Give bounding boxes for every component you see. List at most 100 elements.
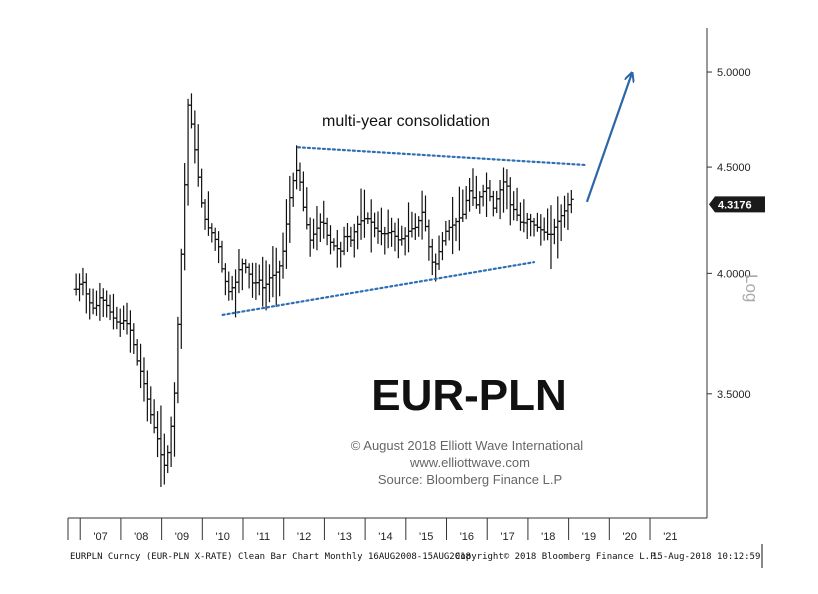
x-tick-label-4: '11 [257, 531, 271, 543]
y-tick-label-2: 4.0000 [717, 268, 751, 280]
ohlc-bar [294, 145, 300, 190]
ohlc-bar [545, 208, 551, 241]
ohlc-bar [439, 232, 445, 261]
ohlc-bar [266, 264, 272, 303]
ohlc-bar [158, 405, 164, 488]
trend-lines [221, 146, 589, 316]
ohlc-bar [97, 283, 103, 321]
ohlc-bar [202, 199, 208, 230]
credit-line-2: www.elliottwave.com [409, 455, 530, 470]
ohlc-bar [500, 167, 506, 213]
ohlc-bar [290, 172, 296, 207]
ohlc-bar [406, 202, 412, 253]
ohlc-bar [300, 171, 306, 212]
ohlc-bar [138, 343, 144, 389]
ohlc-bar [287, 175, 293, 243]
ohlc-bar [185, 98, 191, 206]
ohlc-bar [100, 288, 106, 318]
ohlc-bar [328, 225, 334, 255]
ohlc-bar [548, 205, 554, 269]
ohlc-bar [219, 240, 225, 273]
ohlc-bar [494, 190, 500, 214]
ohlc-bar [436, 235, 442, 270]
ohlc-bar [528, 213, 534, 237]
ohlc-bar [446, 219, 452, 241]
ohlc-bar [233, 269, 239, 318]
ohlc-bar [83, 273, 89, 314]
last-price-label: 4.3176 [718, 199, 752, 211]
x-tick-label-6: '13 [338, 531, 352, 543]
ohlc-bar [107, 294, 113, 321]
x-tick-label-14: '21 [663, 531, 677, 543]
ohlc-bar [463, 186, 469, 220]
ohlc-bar [426, 219, 432, 261]
ohlc-bar [402, 227, 408, 256]
ohlc-bar [470, 168, 476, 206]
ohlc-bar [467, 177, 473, 212]
ohlc-bar [77, 273, 83, 302]
ohlc-bar [161, 433, 167, 485]
ohlc-bar [409, 211, 415, 238]
ohlc-bar [178, 248, 184, 349]
y-tick-label-3: 3.5000 [717, 389, 751, 401]
ohlc-bar [307, 217, 313, 257]
ohlc-bar [324, 217, 330, 246]
ohlc-bar [490, 190, 496, 217]
last-price-tag: 4.3176 [709, 196, 765, 213]
ohlc-bar [487, 179, 493, 202]
ohlc-bar [110, 293, 116, 330]
ohlc-bar [395, 218, 401, 259]
ohlc-bar [341, 226, 347, 256]
ohlc-bar [562, 195, 568, 228]
ohlc-bar [480, 184, 486, 207]
ohlc-bar [351, 223, 357, 258]
ohlc-bar [243, 259, 249, 274]
ohlc-bar [531, 217, 537, 237]
ohlc-bar [188, 93, 194, 129]
ohlc-bar [375, 211, 381, 244]
chart-title: EUR-PLN [371, 371, 567, 420]
ohlc-bar [253, 262, 259, 300]
ohlc-bar [378, 207, 384, 246]
lower-trend-line [221, 261, 536, 316]
ohlc-bar [358, 188, 364, 240]
ohlc-bar [382, 226, 388, 255]
ohlc-bar [355, 215, 361, 250]
x-tick-label-11: '18 [541, 531, 555, 543]
ohlc-bar [514, 187, 520, 222]
ohlc-bar [368, 199, 374, 253]
ohlc-bar [273, 247, 279, 308]
x-tick-label-3: '10 [215, 531, 229, 543]
consolidation-annotation: multi-year consolidation [322, 113, 490, 130]
x-tick-label-12: '19 [582, 531, 596, 543]
ohlc-bar [263, 260, 269, 311]
ohlc-bar [127, 310, 133, 353]
x-tick-label-13: '20 [622, 531, 636, 543]
ohlc-bar [507, 177, 513, 226]
ohlc-bar [558, 204, 564, 242]
forecast-arrow [585, 74, 632, 203]
ohlc-bar [175, 316, 181, 404]
ohlc-bar [331, 238, 337, 251]
x-tick-label-1: '08 [134, 531, 148, 543]
ohlc-bar [338, 241, 344, 268]
ohlc-bar [304, 187, 310, 230]
upper-trend-line [296, 146, 589, 167]
ohlc-bar [246, 263, 252, 289]
ohlc-bar [121, 305, 127, 330]
ohlc-bar [205, 191, 211, 236]
x-axis-ticks: '07 '08 '09 '10 '11 '12 '13 '14 '15 '16 '17 '18 '19 '… [67, 518, 678, 543]
ohlc-bar [443, 220, 449, 246]
ohlc-bar [114, 306, 120, 330]
ohlc-bar [321, 200, 327, 239]
x-tick-label-7: '14 [378, 531, 392, 543]
ohlc-bar [141, 357, 147, 402]
ohlc-bar [280, 232, 286, 279]
ohlc-bar [182, 163, 188, 271]
ohlc-bar [168, 416, 174, 468]
x-tick-label-0: '07 [93, 531, 107, 543]
ohlc-bar [392, 222, 398, 252]
x-tick-label-8: '15 [419, 531, 433, 543]
ohlc-bar [148, 386, 154, 424]
ohlc-bar [260, 256, 266, 307]
